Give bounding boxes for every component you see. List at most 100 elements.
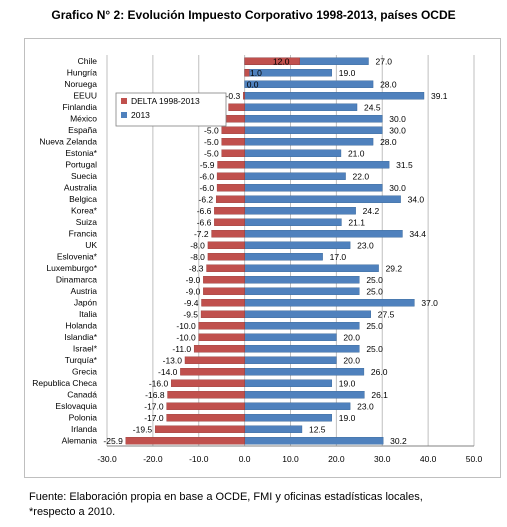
value-label-2013: 39.1: [431, 91, 448, 101]
value-label-2013: 29.2: [386, 263, 403, 273]
bar-2013: [244, 126, 383, 134]
source-line: Fuente: Elaboración propia en base a OCD…: [29, 491, 423, 503]
category-label: Luxemburgo*: [46, 263, 97, 273]
value-label-delta: -19.5: [133, 424, 153, 434]
value-label-delta: -16.0: [149, 378, 169, 388]
bar-2013: [244, 391, 365, 399]
value-label-2013: 19.0: [339, 378, 356, 388]
value-label-2013: 25.0: [366, 344, 383, 354]
bar-2013: [244, 207, 356, 215]
value-label-2013: 23.0: [357, 240, 374, 250]
category-label: Republica Checa: [32, 378, 97, 388]
category-label: Estonia*: [65, 148, 97, 158]
bar-delta: [200, 310, 245, 318]
value-label-delta: -17.0: [144, 413, 164, 423]
bar-delta: [226, 115, 245, 123]
category-label: Islandia*: [64, 332, 97, 342]
bar-2013: [244, 437, 384, 445]
bar-delta: [244, 57, 300, 65]
bar-2013: [244, 149, 342, 157]
legend-label: DELTA 1998-2013: [131, 96, 200, 106]
legend-swatch: [121, 112, 127, 118]
value-label-delta: -9.5: [183, 309, 198, 319]
bar-delta: [243, 92, 245, 100]
value-label-2013: 28.0: [380, 137, 397, 147]
value-label-2013: 26.0: [371, 367, 388, 377]
value-label-2013: 24.2: [363, 206, 380, 216]
category-label: Canadá: [67, 389, 97, 399]
value-label-2013: 19.0: [339, 68, 356, 78]
category-label: Finlandia: [63, 102, 98, 112]
category-label: Alemania: [62, 435, 98, 445]
bar-delta: [206, 264, 245, 272]
value-label-delta: -10.0: [176, 332, 196, 342]
bar-2013: [244, 425, 303, 433]
category-label: Polonia: [69, 412, 98, 422]
bar-2013: [244, 333, 337, 341]
value-label-delta: -6.0: [199, 171, 214, 181]
bar-delta: [221, 138, 245, 146]
bar-2013: [244, 230, 403, 238]
category-label: Eslovenia*: [57, 251, 98, 261]
value-label-2013: 28.0: [380, 79, 397, 89]
category-label: Suecia: [71, 171, 97, 181]
value-label-2013: 34.0: [408, 194, 425, 204]
category-label: México: [70, 113, 97, 123]
bar-delta: [221, 149, 245, 157]
bar-2013: [244, 103, 358, 111]
value-label-delta: -9.0: [186, 286, 201, 296]
bar-2013: [244, 80, 374, 88]
value-label-2013: 30.0: [389, 125, 406, 135]
bar-2013: [244, 184, 383, 192]
value-label-delta: -13.0: [163, 355, 183, 365]
value-label-delta: -6.0: [199, 183, 214, 193]
value-label-2013: 19.0: [339, 413, 356, 423]
value-label-2013: 25.0: [366, 286, 383, 296]
value-label-2013: 34.4: [409, 229, 426, 239]
category-label: Eslovaquia: [55, 401, 97, 411]
bar-delta: [214, 207, 245, 215]
bar-delta: [214, 218, 245, 226]
bar-2013: [244, 241, 351, 249]
bar-2013: [244, 115, 383, 123]
category-label: EEUU: [73, 90, 97, 100]
bar-delta: [207, 241, 245, 249]
value-label-2013: 37.0: [421, 298, 438, 308]
bar-delta: [215, 195, 245, 203]
value-label-delta: -5.0: [204, 137, 219, 147]
bar-delta: [228, 103, 245, 111]
value-label-delta: -7.2: [194, 229, 209, 239]
value-label-delta: 12.0: [273, 56, 290, 66]
value-label-delta: -6.6: [197, 217, 212, 227]
bar-2013: [244, 287, 360, 295]
value-label-delta: -6.2: [199, 194, 214, 204]
bar-delta: [216, 184, 245, 192]
category-label: Irlanda: [71, 424, 97, 434]
category-label: UK: [85, 240, 97, 250]
bar-delta: [244, 69, 250, 77]
value-label-2013: 21.1: [348, 217, 365, 227]
value-label-2013: 21.0: [348, 148, 365, 158]
bar-delta: [203, 287, 245, 295]
bar-2013: [244, 264, 379, 272]
value-label-delta: -8.0: [190, 240, 205, 250]
bar-delta: [198, 333, 245, 341]
bar-2013: [244, 379, 332, 387]
bar-delta: [167, 391, 245, 399]
category-label: Australia: [64, 182, 97, 192]
bar-delta: [180, 368, 245, 376]
category-label: Turquía*: [65, 355, 98, 365]
value-label-delta: -5.0: [204, 148, 219, 158]
value-label-2013: 27.0: [375, 56, 392, 66]
value-label-2013: 26.1: [371, 390, 388, 400]
value-label-2013: 30.2: [390, 436, 407, 446]
value-label-delta: -8.0: [190, 252, 205, 262]
bar-2013: [244, 368, 365, 376]
value-label-2013: 27.5: [378, 309, 395, 319]
category-label: Japón: [74, 297, 97, 307]
category-label: Noruega: [64, 79, 97, 89]
bar-delta: [198, 322, 245, 330]
category-label: Italia: [79, 309, 97, 319]
bar-delta: [171, 379, 245, 387]
